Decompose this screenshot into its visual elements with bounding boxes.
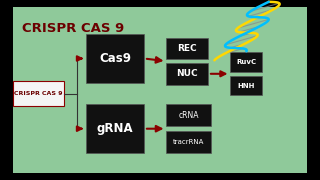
Text: NUC: NUC xyxy=(176,69,198,78)
Text: HNH: HNH xyxy=(238,82,255,89)
FancyBboxPatch shape xyxy=(86,34,144,83)
FancyBboxPatch shape xyxy=(166,104,211,126)
FancyBboxPatch shape xyxy=(166,38,208,59)
Text: tracrRNA: tracrRNA xyxy=(173,139,204,145)
Text: CRISPR CAS 9: CRISPR CAS 9 xyxy=(14,91,63,96)
FancyBboxPatch shape xyxy=(86,104,144,153)
Text: CRISPR CAS 9: CRISPR CAS 9 xyxy=(22,22,125,35)
Text: cRNA: cRNA xyxy=(179,111,199,120)
Text: gRNA: gRNA xyxy=(97,122,133,135)
FancyBboxPatch shape xyxy=(13,7,307,173)
Text: Cas9: Cas9 xyxy=(99,52,131,65)
FancyBboxPatch shape xyxy=(230,76,262,95)
FancyBboxPatch shape xyxy=(166,131,211,153)
Text: RuvC: RuvC xyxy=(236,59,256,65)
Text: REC: REC xyxy=(177,44,197,53)
FancyBboxPatch shape xyxy=(13,81,64,106)
FancyBboxPatch shape xyxy=(166,63,208,85)
FancyBboxPatch shape xyxy=(230,52,262,72)
